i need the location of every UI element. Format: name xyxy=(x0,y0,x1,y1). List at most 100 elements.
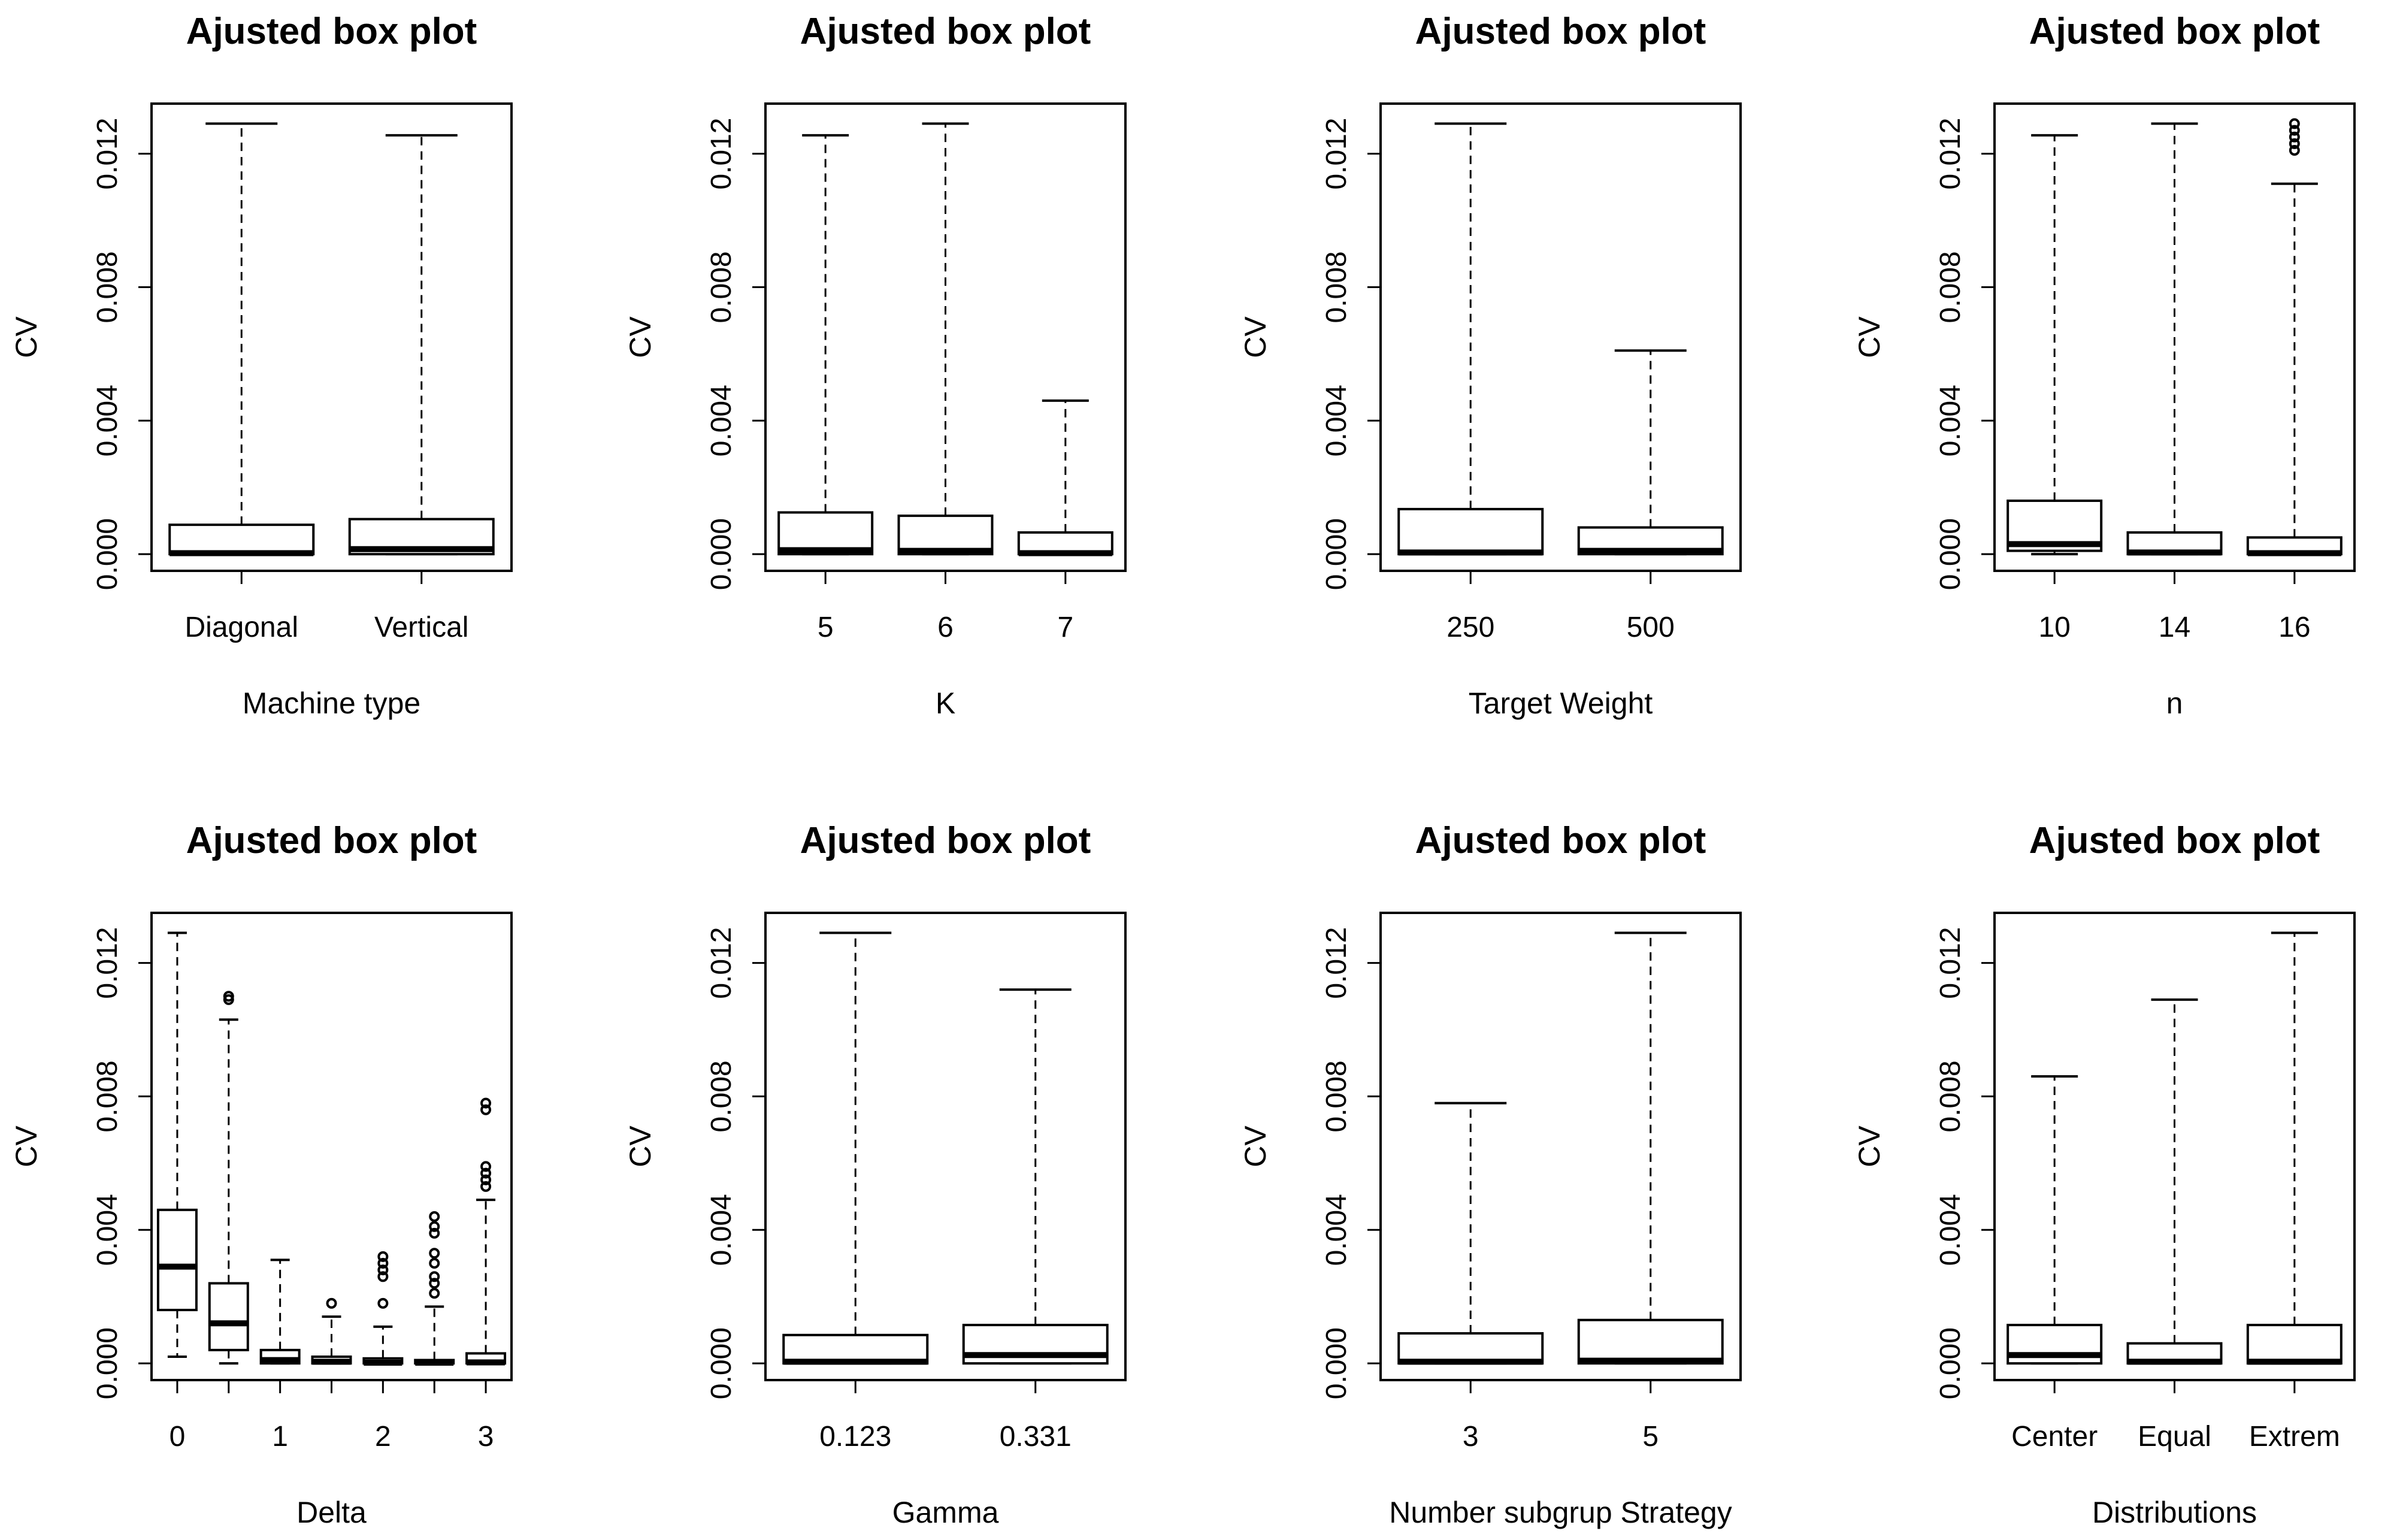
outlier-point xyxy=(429,1248,440,1259)
box-0.5 xyxy=(208,991,249,1365)
y-tick-label: 0.012 xyxy=(1935,927,1966,999)
x-tick-label: 6 xyxy=(937,612,954,643)
box-14 xyxy=(2126,122,2223,556)
chart-title: Ajusted box plot xyxy=(800,820,1091,861)
x-tick-label: 7 xyxy=(1057,612,1073,643)
y-tick-label: 0.000 xyxy=(706,518,737,590)
x-tick-label: 2 xyxy=(375,1421,391,1453)
box-iqr xyxy=(2246,1324,2343,1365)
box-0.123 xyxy=(782,931,929,1365)
x-tick-label: 500 xyxy=(1627,612,1675,643)
box-5 xyxy=(777,134,874,556)
x-axis-label: Delta xyxy=(296,1496,367,1529)
box-2.5 xyxy=(414,1211,455,1366)
outlier-point xyxy=(377,1258,389,1269)
outlier-point xyxy=(2289,145,2300,156)
y-tick-label: 0.008 xyxy=(706,1060,737,1132)
y-tick-label: 0.004 xyxy=(1935,385,1966,456)
x-tick-label: 0.123 xyxy=(819,1421,891,1453)
x-tick-label: 250 xyxy=(1446,612,1494,643)
box-500 xyxy=(1577,349,1724,556)
box-Extrem xyxy=(2246,931,2343,1365)
box-6 xyxy=(897,122,994,556)
y-tick-label: 0.000 xyxy=(92,518,123,590)
y-axis-label: CV xyxy=(1853,316,1886,358)
y-tick-label: 0.000 xyxy=(1321,1327,1352,1399)
box-1 xyxy=(259,1258,301,1365)
y-tick-label: 0.004 xyxy=(706,1194,737,1266)
x-tick-label: 5 xyxy=(818,612,834,643)
plot-frame xyxy=(764,912,1127,1381)
box-iqr xyxy=(1577,1318,1724,1365)
box-iqr xyxy=(1397,507,1544,556)
y-axis-label: CV xyxy=(1853,1125,1886,1167)
y-tick-label: 0.000 xyxy=(706,1327,737,1399)
plot-frame xyxy=(1379,102,1742,572)
y-tick-label: 0.008 xyxy=(1935,1060,1966,1132)
plot-frame xyxy=(150,912,513,1381)
box-2 xyxy=(362,1251,404,1366)
y-tick-label: 0.012 xyxy=(1321,927,1352,999)
outlier-point xyxy=(377,1271,389,1282)
box-3 xyxy=(1397,1102,1544,1365)
y-tick-label: 0.004 xyxy=(1935,1194,1966,1266)
x-axis-label: Gamma xyxy=(892,1496,999,1529)
x-tick-label: 1 xyxy=(272,1421,288,1453)
box-iqr xyxy=(782,1333,929,1365)
box-7 xyxy=(1017,399,1113,556)
box-iqr xyxy=(156,1208,198,1312)
x-tick-label: 5 xyxy=(1642,1421,1659,1453)
y-tick-label: 0.008 xyxy=(1321,251,1352,323)
outlier-point xyxy=(2289,125,2300,136)
outlier-point xyxy=(429,1278,440,1289)
outlier-point xyxy=(2289,118,2300,129)
outlier-point xyxy=(326,1297,337,1309)
x-tick-label: 10 xyxy=(2038,612,2070,643)
box-Center xyxy=(2006,1075,2103,1365)
panel-2: Ajusted box plot 0.000 0.004 0.008 0.012 CV K 5… xyxy=(624,11,1127,720)
x-tick-label: 3 xyxy=(1463,1421,1479,1453)
box-3 xyxy=(465,1097,507,1366)
panel-8: Ajusted box plot 0.000 0.004 0.008 0.012 CV Di… xyxy=(1853,820,2356,1529)
panel-3: Ajusted box plot 0.000 0.004 0.008 0.012 CV Ta… xyxy=(1239,11,1742,720)
box-iqr xyxy=(897,515,994,556)
x-tick-label: Diagonal xyxy=(185,612,298,643)
box-Diagonal xyxy=(168,122,315,556)
y-tick-label: 0.008 xyxy=(706,251,737,323)
x-axis-label: Number subgrup Strategy xyxy=(1389,1496,1732,1529)
y-tick-label: 0.012 xyxy=(1321,118,1352,190)
panel-6: Ajusted box plot 0.000 0.004 0.008 0.012 CV Ga… xyxy=(624,820,1127,1529)
outlier-point xyxy=(2289,138,2300,149)
plot-frame xyxy=(1379,912,1742,1381)
x-tick-label: 0.331 xyxy=(1000,1421,1072,1453)
x-axis-label: Machine type xyxy=(243,686,420,720)
chart-title: Ajusted box plot xyxy=(2029,820,2320,861)
x-tick-label: Center xyxy=(2011,1421,2098,1453)
box-Vertical xyxy=(348,134,495,556)
outlier-point xyxy=(480,1174,492,1185)
panel-1: Ajusted box plot 0.000 0.004 0.008 0.012 CV Ma… xyxy=(10,11,513,720)
outlier-point xyxy=(429,1211,440,1222)
box-Equal xyxy=(2126,998,2223,1365)
y-axis-label: CV xyxy=(10,316,43,358)
chart-title: Ajusted box plot xyxy=(186,820,477,861)
y-tick-label: 0.012 xyxy=(706,927,737,999)
y-tick-label: 0.000 xyxy=(1935,1327,1966,1399)
outlier-point xyxy=(223,991,234,1002)
panel-7: Ajusted box plot 0.000 0.004 0.008 0.012 CV Nu… xyxy=(1239,820,1742,1529)
chart-title: Ajusted box plot xyxy=(1415,820,1706,861)
outlier-point xyxy=(429,1258,440,1269)
box-1.5 xyxy=(311,1297,352,1365)
box-0.331 xyxy=(962,988,1109,1365)
outlier-point xyxy=(480,1181,492,1192)
y-tick-label: 0.008 xyxy=(92,251,123,323)
y-axis-label: CV xyxy=(10,1125,43,1167)
outlier-point xyxy=(429,1271,440,1282)
y-tick-label: 0.004 xyxy=(92,1194,123,1266)
y-tick-label: 0.000 xyxy=(1935,518,1966,590)
x-tick-label: 0 xyxy=(170,1421,186,1453)
x-tick-label: Extrem xyxy=(2249,1421,2340,1453)
y-axis-label: CV xyxy=(1239,1125,1272,1167)
x-tick-label: 14 xyxy=(2159,612,2190,643)
outlier-point xyxy=(480,1167,492,1179)
